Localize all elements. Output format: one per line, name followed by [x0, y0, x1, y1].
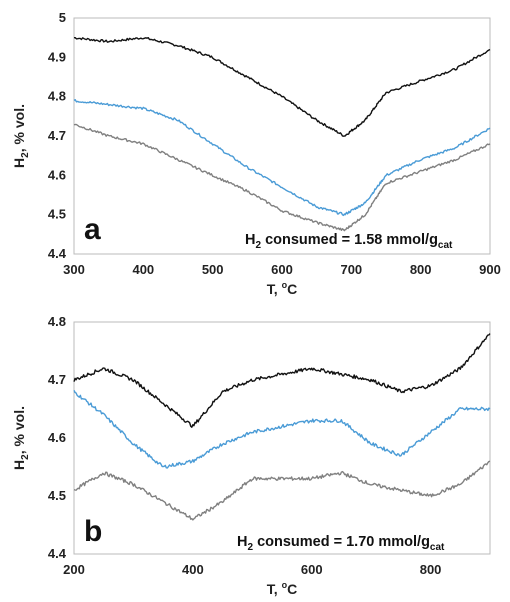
panel-a-y-tick-label: 4.6	[48, 167, 66, 182]
panel-b-h2-consumed-annotation: H2 consumed = 1.70 mmol/gcat	[237, 534, 445, 553]
panel-b-x-tick-label: 800	[420, 562, 442, 577]
panel-b-chart: 4.4 4.5 4.6 4.7 4.8 200 400 600 800 b H2 consum…	[11, 314, 491, 597]
panel-b-y-tick-label: 4.8	[48, 314, 66, 329]
panel-a-y-tick-label: 4.7	[48, 128, 66, 143]
panel-b-x-tick-label: 400	[182, 562, 204, 577]
panel-b-series-blue-line	[73, 389, 491, 469]
panel-a-x-tick-label: 500	[202, 262, 224, 277]
panel-a-x-ticks: 300 400 500 600 700 800 900	[63, 262, 501, 277]
panel-a-y-axis-label: H2, % vol.	[11, 104, 31, 168]
panel-b-letter: b	[84, 515, 102, 548]
panel-a-x-tick-label: 400	[132, 262, 154, 277]
panel-a-x-tick-label: 300	[63, 262, 85, 277]
panel-b-x-axis-label: T, oC	[267, 580, 297, 597]
panel-a-series-blue-line	[73, 98, 491, 217]
panel-a-h2-consumed-annotation: H2 consumed = 1.58 mmol/gcat	[245, 232, 453, 251]
panel-b-series-layer	[73, 333, 491, 521]
panel-b-x-tick-label: 200	[63, 562, 85, 577]
panel-a-series-black-line	[74, 37, 491, 137]
panel-a-x-tick-label: 600	[271, 262, 293, 277]
panel-b-y-ticks: 4.4 4.5 4.6 4.7 4.8	[48, 314, 67, 561]
panel-a-y-tick-label: 4.9	[48, 49, 66, 64]
panel-a-x-tick-label: 900	[479, 262, 501, 277]
panel-a-x-axis-label: T, oC	[267, 280, 297, 297]
panel-a-x-tick-label: 700	[340, 262, 362, 277]
panel-a-series-layer	[73, 37, 491, 232]
panel-b-y-tick-label: 4.4	[48, 546, 67, 561]
panel-b-y-tick-label: 4.5	[48, 488, 66, 503]
panel-a-chart: 4.4 4.5 4.6 4.7 4.8 4.9 5 300 400 500 600 700 800 90…	[11, 10, 501, 297]
panel-a-y-tick-label: 4.8	[48, 89, 66, 104]
panel-b-x-tick-label: 600	[301, 562, 323, 577]
panel-a-y-tick-label: 5	[59, 10, 66, 25]
panel-a-series-gray-line	[73, 123, 491, 232]
panel-b-y-tick-label: 4.6	[48, 430, 66, 445]
panel-a-frame	[73, 17, 491, 255]
panel-a-x-tick-label: 800	[410, 262, 432, 277]
panel-b-frame	[73, 321, 491, 555]
panel-a-y-ticks: 4.4 4.5 4.6 4.7 4.8 4.9 5	[48, 10, 67, 261]
panel-b-x-ticks: 200 400 600 800	[63, 562, 441, 577]
panel-b-y-tick-label: 4.7	[48, 372, 66, 387]
panel-a-y-tick-label: 4.4	[48, 246, 67, 261]
panel-a-y-tick-label: 4.5	[48, 207, 66, 222]
panel-b-series-gray-line	[73, 460, 491, 521]
panel-b-y-axis-label: H2, % vol.	[11, 406, 31, 470]
panel-a-letter: a	[84, 213, 101, 246]
panel-b-series-black-line	[73, 333, 491, 428]
